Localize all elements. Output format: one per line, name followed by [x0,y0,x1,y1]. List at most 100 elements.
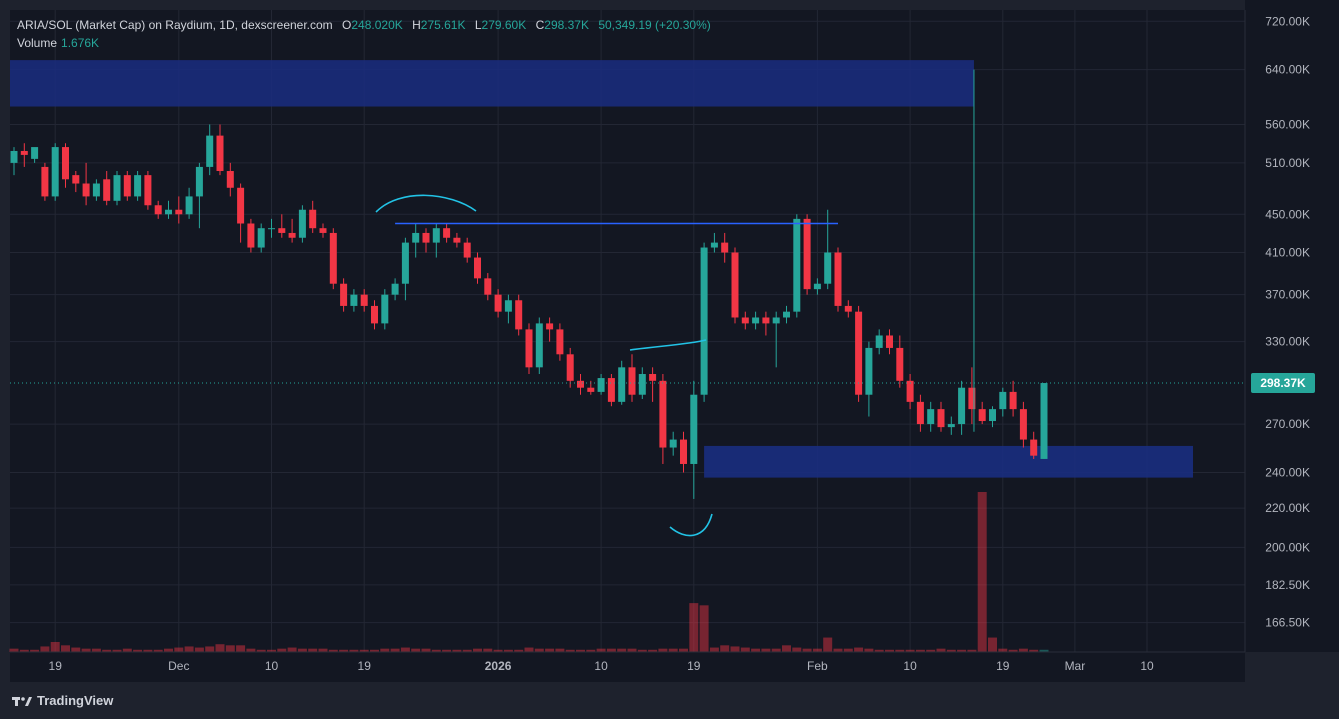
volume-bar [1029,649,1039,652]
time-axis-background [10,652,1245,682]
candle-body [535,323,543,368]
candle-body [690,394,698,464]
candle-body [103,179,111,201]
price-tick-label: 200.00K [1265,540,1310,554]
candle [927,401,935,432]
user-drawings[interactable] [10,194,1245,537]
candle [535,317,543,375]
candle-body [185,196,193,215]
candle [422,228,430,253]
candle [391,278,399,301]
candle [669,431,677,456]
candle [772,311,780,368]
time-tick-label: 10 [594,659,608,673]
candle-body [607,378,615,402]
candle-body [999,391,1007,410]
candle-body [865,347,873,395]
candle-body [927,409,935,425]
candle [618,360,626,405]
candle [237,183,245,243]
volume-bar [658,648,668,652]
candle-body [659,380,667,448]
price-axis[interactable]: 720.00K 640.00K 560.00K 510.00K 450.00K 410.0… [1244,0,1339,652]
volume-bar [400,647,410,652]
volume-bar [194,647,204,652]
candle-body [123,175,131,197]
price-tick-label: 270.00K [1265,417,1310,431]
candle [412,223,420,258]
candle [700,242,708,402]
time-tick-label: 19 [358,659,372,673]
volume-bar [9,648,19,652]
close-label: C [535,18,545,32]
volume-bar [843,648,853,652]
candles[interactable] [10,69,1048,499]
candle-body [566,354,574,381]
volume-bar [205,646,215,652]
candle [813,278,821,295]
low-value: 279.60K [481,18,527,32]
candle-body [947,424,955,428]
candle-body [82,183,90,197]
candle-body [453,237,461,243]
volume-bar [236,645,246,652]
candle-body [916,401,924,425]
candle [154,200,162,219]
candle [690,380,698,499]
volume-bar [174,647,184,652]
volume-bar [308,648,318,652]
volume-bar [246,648,256,652]
volume-bar [19,649,29,652]
candle-body [680,439,687,464]
volume-bar [606,648,616,652]
candle-body [288,232,296,238]
candle-body [51,147,59,197]
candle-body [546,323,554,330]
open-label: O [342,18,352,32]
volume-bar [318,648,328,652]
bottom-curve-drawing [669,513,713,537]
candle-body [669,439,677,448]
candle-body [793,218,801,312]
high-label: H [412,18,421,32]
candle [968,367,976,425]
plot-background [10,10,1245,652]
candle-body [195,166,203,197]
candle [144,171,152,210]
candle-body [463,242,471,258]
volume-bar [102,649,112,652]
candle [257,223,265,253]
tradingview-branding[interactable]: TradingView [12,693,113,708]
volume-bar [812,648,822,652]
price-tick-label: 450.00K [1265,207,1310,221]
change-value: 50,349.19 (+20.30%) [598,18,711,32]
price-tick-label: 370.00K [1265,288,1310,302]
candle-body [401,242,409,284]
candle-body [247,223,255,248]
candle [875,329,883,355]
volume-bar [761,648,771,652]
candle [463,237,471,263]
demand-supply-zones[interactable] [10,60,1193,478]
time-tick-label: 10 [903,659,917,673]
volume-bar [370,649,379,652]
time-tick-label: Mar [1065,659,1086,673]
volume-bar [802,648,812,652]
candle [298,205,306,243]
candle [978,401,986,425]
candle [206,124,214,176]
volume-bar [576,649,585,652]
candle-body [803,218,811,290]
volume-legend: Volume 1.676K [17,36,99,50]
volume-bar [50,642,60,652]
time-axis[interactable]: 19 Dec 10 19 2026 10 19 Feb 10 19 Mar 10 [10,651,1245,682]
candle-body [824,252,832,284]
price-tick-label: 182.50K [1265,578,1310,592]
candle [504,294,512,324]
curve-drawing [629,339,707,351]
candle-body [144,175,152,206]
candle [175,196,183,224]
volume-bar [967,649,977,652]
time-tick-label: 19 [49,659,63,673]
